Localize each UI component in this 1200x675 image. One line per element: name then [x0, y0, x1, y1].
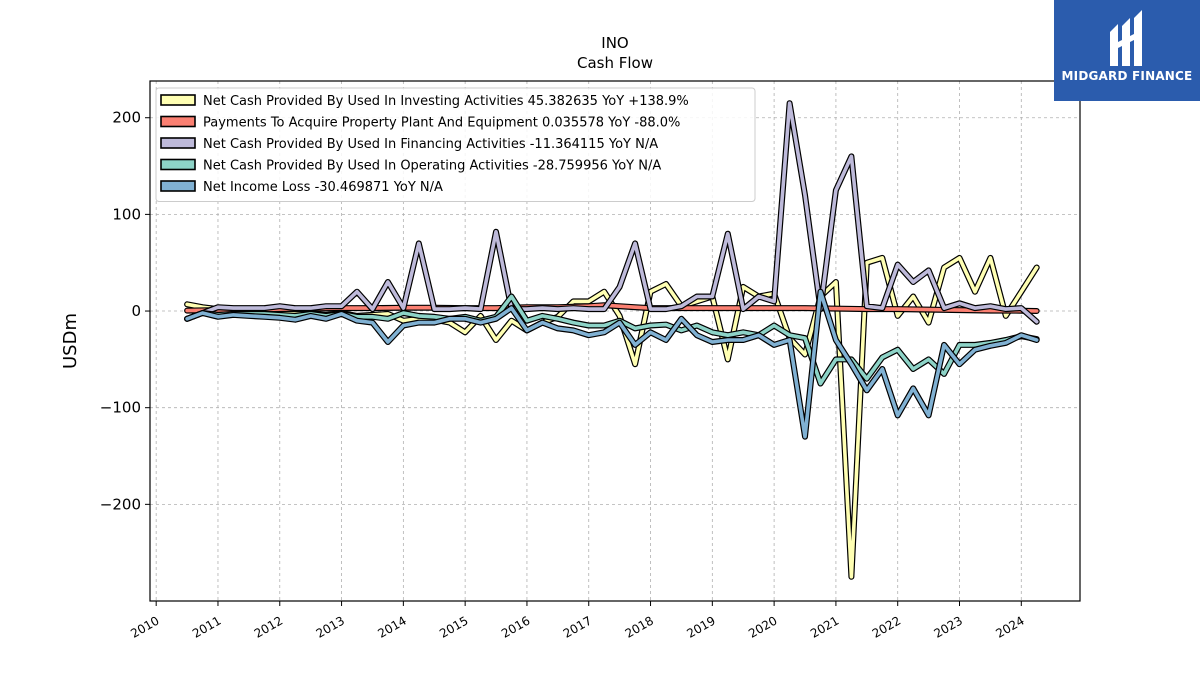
legend-swatch — [160, 180, 196, 192]
x-tick-label: 2019 — [684, 613, 717, 640]
chart-title: INO — [601, 34, 628, 52]
y-tick-label: 0 — [131, 302, 141, 320]
x-tick-label: 2013 — [314, 613, 347, 640]
x-tick-label: 2022 — [870, 613, 903, 640]
legend-item: Net Cash Provided By Used In Investing A… — [160, 94, 689, 109]
series-stroke — [185, 101, 1039, 324]
chart-subtitle: Cash Flow — [577, 54, 653, 72]
legend-swatch — [160, 115, 196, 128]
legend-swatch — [160, 158, 196, 171]
legend-swatch — [160, 137, 196, 149]
legend-label: Net Income Loss -30.469871 YoY N/A — [203, 180, 443, 195]
legend-item: Payments To Acquire Property Plant And E… — [160, 115, 680, 131]
x-tick-label: 2011 — [190, 613, 223, 640]
x-tick-label: 2017 — [561, 613, 594, 640]
plot-frame — [149, 80, 1081, 602]
y-axis: −200 −100 0 100 200 — [100, 109, 150, 513]
midgard-m-logo-icon — [1110, 10, 1142, 66]
x-tick-label: 2016 — [499, 613, 532, 640]
x-tick-label: 2015 — [437, 613, 470, 640]
x-tick-label: 2010 — [128, 613, 161, 640]
legend-label: Net Cash Provided By Used In Investing A… — [203, 94, 689, 109]
y-tick-label: 100 — [112, 205, 141, 223]
x-tick-label: 2023 — [932, 613, 965, 640]
x-tick-label: 2021 — [808, 613, 841, 640]
legend-label: Net Cash Provided By Used In Financing A… — [203, 137, 658, 152]
series-line — [184, 288, 1040, 440]
brand-name: MIDGARD FINANCE — [1061, 69, 1193, 83]
series-line — [184, 100, 1040, 325]
x-axis: 2010 2011 2012 2013 2014 2015 2016 2017 2018 2019… — [128, 601, 1027, 641]
legend-item: Net Cash Provided By Used In Operating A… — [160, 158, 661, 174]
x-tick-label: 2024 — [993, 613, 1026, 640]
legend-item: Net Cash Provided By Used In Financing A… — [160, 137, 658, 152]
series-stroke — [185, 289, 1039, 439]
legend: Net Cash Provided By Used In Investing A… — [155, 87, 756, 202]
x-tick-label: 2012 — [252, 613, 285, 640]
y-tick-label: 200 — [112, 109, 141, 127]
x-tick-label: 2020 — [746, 613, 779, 640]
legend-label: Payments To Acquire Property Plant And E… — [203, 116, 680, 131]
brand-logo: MIDGARD FINANCE — [1054, 0, 1200, 101]
legend-swatch — [160, 94, 196, 106]
y-tick-label: −100 — [100, 399, 141, 417]
legend-label: Net Cash Provided By Used In Operating A… — [203, 159, 661, 174]
y-axis-label: USDm — [60, 313, 81, 369]
legend-item: Net Income Loss -30.469871 YoY N/A — [160, 180, 443, 195]
y-tick-label: −200 — [100, 495, 141, 513]
x-tick-label: 2018 — [623, 613, 656, 640]
legend-box — [155, 87, 756, 202]
x-tick-label: 2014 — [375, 613, 408, 640]
series-layer — [184, 100, 1040, 580]
